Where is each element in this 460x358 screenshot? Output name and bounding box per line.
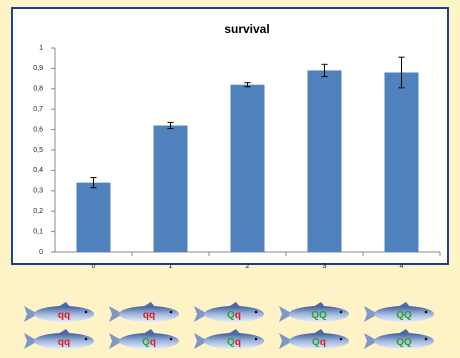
fish-fin — [143, 302, 155, 307]
y-tick-label: 0,4 — [33, 167, 43, 174]
fish: Qq — [109, 329, 179, 349]
fish-eye — [85, 311, 88, 314]
x-tick-label: 3 — [323, 263, 327, 270]
chart-title: survival — [224, 22, 269, 36]
fish: QQ — [364, 302, 434, 322]
y-tick-label: 0,1 — [33, 228, 43, 235]
y-tick-label: 1 — [39, 45, 43, 52]
fish: QQ — [279, 302, 349, 322]
fish-eye — [255, 311, 258, 314]
fish-eye — [255, 338, 258, 341]
x-tick-label: 2 — [246, 263, 250, 270]
fish-fin — [398, 329, 410, 334]
bar — [154, 126, 188, 252]
fish-label: Qq — [227, 310, 241, 321]
fish: qq — [24, 329, 94, 349]
fish-fin — [228, 329, 240, 334]
bar — [77, 183, 111, 252]
fish-eye — [340, 338, 343, 341]
fish-label: qq — [143, 310, 155, 321]
fish-label: Qq — [142, 337, 156, 348]
bar — [231, 85, 265, 252]
fish-fin — [398, 302, 410, 307]
fish-fin — [228, 302, 240, 307]
y-tick-label: 0,7 — [33, 106, 43, 113]
fish-eye — [340, 311, 343, 314]
fish-label: Qq — [312, 337, 326, 348]
x-tick-label: 0 — [92, 263, 96, 270]
y-tick-label: 0 — [39, 249, 43, 256]
fish-eye — [170, 338, 173, 341]
bar — [385, 72, 419, 252]
y-tick-label: 0,5 — [33, 147, 43, 154]
fish-fin — [313, 302, 325, 307]
fish-label: qq — [58, 337, 70, 348]
fish-label: qq — [58, 310, 70, 321]
fish-fin — [143, 329, 155, 334]
y-tick-label: 0,6 — [33, 126, 43, 133]
y-tick-label: 0,8 — [33, 86, 43, 93]
fish-fin — [313, 329, 325, 334]
fish-fin — [58, 302, 70, 307]
bar — [308, 70, 342, 252]
fish-eye — [425, 311, 428, 314]
fish: Qq — [194, 302, 264, 322]
fish-eye — [85, 338, 88, 341]
y-tick-label: 0,2 — [33, 208, 43, 215]
y-tick-label: 0,3 — [33, 188, 43, 195]
fish: QQ — [364, 329, 434, 349]
fish-fin — [58, 329, 70, 334]
fish: Qq — [194, 329, 264, 349]
fish-label: QQ — [396, 310, 412, 321]
fish-label: QQ — [396, 337, 412, 348]
fish-label: Qq — [227, 337, 241, 348]
fish-label: QQ — [311, 310, 327, 321]
y-tick-label: 0,9 — [33, 65, 43, 72]
x-tick-label: 4 — [400, 263, 404, 270]
fish-eye — [170, 311, 173, 314]
fish: Qq — [279, 329, 349, 349]
fish: qq — [24, 302, 94, 322]
fish-eye — [425, 338, 428, 341]
page: survival 0 0,1 0,2 0,3 0,4 0,5 0,6 0,7 0,8 0,9 1 0 1… — [0, 0, 460, 358]
x-tick-label: 1 — [169, 263, 173, 270]
fish: qq — [109, 302, 179, 322]
